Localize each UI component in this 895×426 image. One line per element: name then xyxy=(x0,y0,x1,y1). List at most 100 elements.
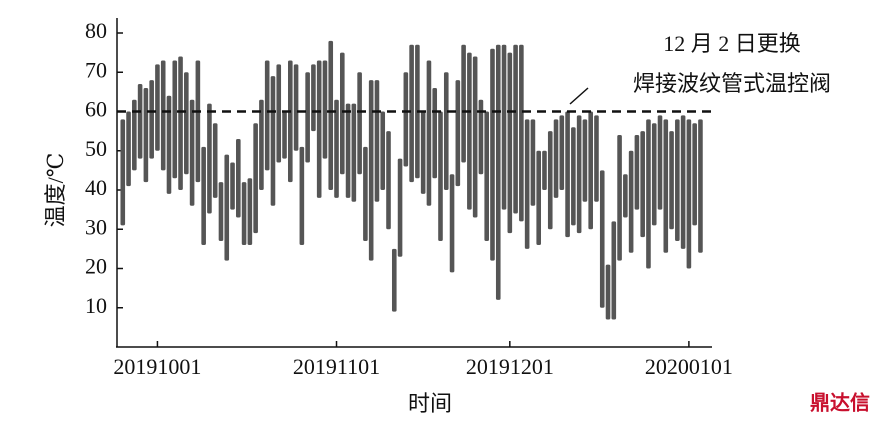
range-bar xyxy=(605,264,611,320)
range-bar xyxy=(611,221,617,320)
range-bar xyxy=(455,80,461,187)
annotation: 焊接波纹管式温控阀 xyxy=(633,71,831,96)
range-bar xyxy=(155,64,160,151)
range-bar xyxy=(143,87,149,183)
range-bar xyxy=(449,174,455,273)
range-bar xyxy=(646,119,651,269)
range-bar xyxy=(651,123,657,226)
range-bar xyxy=(259,99,264,190)
range-bar xyxy=(253,123,258,234)
range-bar xyxy=(675,119,680,242)
range-bar xyxy=(530,119,536,206)
range-bar xyxy=(443,72,449,190)
y-tick-label: 20 xyxy=(85,254,107,279)
watermark: 鼎达信 xyxy=(810,391,870,415)
range-bar xyxy=(270,76,276,206)
range-bar xyxy=(542,150,547,190)
range-bar xyxy=(172,60,178,179)
range-bar xyxy=(501,44,507,210)
range-bar xyxy=(507,52,513,234)
range-bar xyxy=(368,80,374,261)
range-bar xyxy=(184,72,189,175)
range-bar xyxy=(299,146,305,245)
range-bar xyxy=(472,56,478,218)
y-tick-label: 60 xyxy=(85,97,107,122)
range-bar xyxy=(686,119,692,269)
range-bar xyxy=(241,182,247,245)
x-tick-label: 20200101 xyxy=(645,354,733,379)
annotation: 12 月 2 日更换 xyxy=(663,31,801,56)
range-bar xyxy=(628,150,634,253)
range-bar xyxy=(195,60,201,183)
range-bar xyxy=(409,44,414,183)
range-bar xyxy=(426,60,432,206)
range-bar xyxy=(328,40,334,190)
range-bar xyxy=(380,111,386,190)
range-bar xyxy=(207,103,212,214)
range-bar xyxy=(166,95,172,194)
range-bar xyxy=(276,64,282,163)
range-bar xyxy=(293,64,299,151)
range-bar xyxy=(669,131,674,230)
range-bar xyxy=(623,174,628,218)
range-bar xyxy=(559,115,565,190)
range-bar xyxy=(571,127,576,226)
range-bar xyxy=(692,123,697,226)
range-bar xyxy=(264,60,270,171)
range-bar xyxy=(224,154,230,261)
range-bar xyxy=(599,170,605,308)
range-bar xyxy=(576,115,582,234)
range-bar xyxy=(351,103,357,202)
range-bar xyxy=(357,72,362,175)
x-tick-label: 20191101 xyxy=(293,354,380,379)
range-bar xyxy=(657,115,663,210)
range-bar xyxy=(519,44,524,222)
x-tick-label: 20191201 xyxy=(466,354,554,379)
range-bar xyxy=(663,119,669,253)
range-bar xyxy=(322,60,328,159)
range-bar xyxy=(137,84,143,159)
y-tick-label: 70 xyxy=(85,57,107,82)
range-bar xyxy=(218,182,224,242)
range-bar xyxy=(288,60,293,183)
y-tick-label: 50 xyxy=(85,136,107,161)
annotation-leader xyxy=(569,87,589,105)
y-axis-title: 温度/℃ xyxy=(43,153,68,228)
range-bar xyxy=(495,44,501,300)
range-bar xyxy=(212,123,218,198)
range-bar xyxy=(553,119,559,198)
range-bar xyxy=(160,60,166,171)
range-bar xyxy=(438,111,443,242)
range-bar xyxy=(513,44,518,214)
range-bar xyxy=(640,131,645,238)
range-bar xyxy=(536,150,541,245)
range-bar xyxy=(230,162,235,210)
range-bar xyxy=(391,248,397,312)
range-bar xyxy=(490,48,495,261)
range-bar xyxy=(339,52,345,175)
range-bar xyxy=(588,111,593,230)
y-tick-label: 30 xyxy=(85,214,107,239)
range-bar xyxy=(178,56,183,190)
y-tick-label: 80 xyxy=(85,18,107,43)
range-bar xyxy=(311,64,316,132)
range-bar xyxy=(617,135,622,261)
range-bar xyxy=(374,80,380,202)
range-bar xyxy=(594,115,599,202)
range-bar xyxy=(582,119,588,202)
range-bar xyxy=(698,119,703,253)
y-tick-label: 40 xyxy=(85,175,107,200)
range-bar xyxy=(305,72,310,163)
range-bar xyxy=(126,111,131,187)
range-bar xyxy=(565,111,570,238)
range-bar xyxy=(132,99,137,171)
range-bar xyxy=(247,178,253,245)
range-bar xyxy=(386,131,391,230)
range-bar xyxy=(403,72,409,167)
range-bar xyxy=(334,99,339,198)
y-tick-label: 10 xyxy=(85,293,107,318)
range-bar xyxy=(680,115,686,249)
range-bar xyxy=(363,146,368,242)
range-bar xyxy=(120,119,126,226)
